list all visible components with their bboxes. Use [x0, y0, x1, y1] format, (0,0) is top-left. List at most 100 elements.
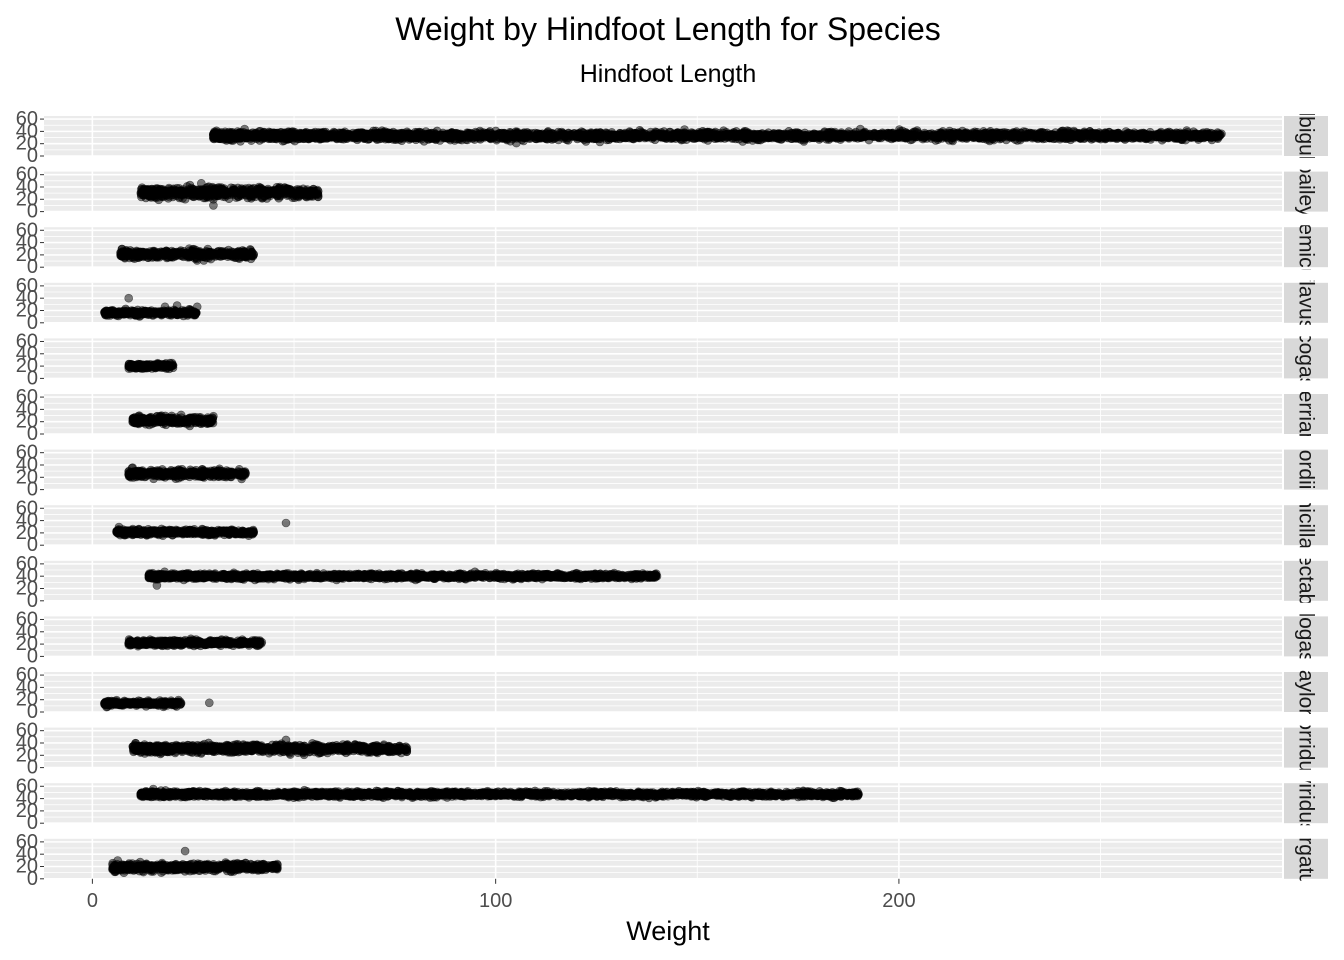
data-point	[461, 135, 471, 144]
data-point	[567, 132, 577, 141]
data-point	[478, 132, 488, 142]
data-point	[249, 250, 258, 259]
data-point	[240, 131, 249, 141]
data-point	[257, 186, 267, 196]
data-point	[116, 250, 125, 259]
data-point	[195, 188, 204, 198]
y-tick-label: 40	[16, 120, 38, 142]
data-point	[679, 130, 689, 139]
data-point	[715, 131, 725, 141]
data-point	[193, 250, 202, 259]
y-tick-label: 60	[16, 275, 38, 297]
data-point	[558, 129, 568, 138]
data-point	[261, 130, 271, 140]
data-point	[209, 130, 218, 140]
data-point	[1141, 129, 1150, 139]
data-point	[447, 128, 457, 137]
data-point	[157, 188, 166, 198]
data-point	[184, 244, 194, 253]
facet-points	[209, 124, 1226, 148]
data-point	[178, 187, 188, 196]
data-point	[807, 130, 817, 139]
data-point	[246, 194, 256, 203]
data-point	[955, 131, 965, 141]
data-point	[161, 246, 171, 256]
data-point	[232, 187, 241, 197]
data-point	[520, 131, 530, 141]
data-point	[707, 130, 716, 139]
data-point	[990, 130, 999, 139]
data-point	[1090, 130, 1099, 140]
data-point	[788, 129, 798, 138]
facet-strip-label: baileyi	[1295, 162, 1318, 222]
data-point	[637, 131, 646, 141]
data-point	[1009, 130, 1019, 140]
data-point	[217, 248, 227, 258]
data-point	[219, 190, 229, 199]
data-point	[1111, 130, 1120, 139]
data-point	[781, 130, 790, 139]
data-point	[841, 132, 851, 142]
facet-strip	[1284, 116, 1328, 156]
data-point	[867, 131, 877, 141]
data-point	[860, 130, 870, 139]
data-point	[829, 132, 839, 142]
data-point	[595, 132, 605, 141]
facet-strip-label: flavus	[1295, 275, 1318, 330]
data-point	[603, 132, 612, 141]
data-point	[531, 134, 541, 144]
data-point	[659, 127, 669, 136]
data-point	[1188, 133, 1198, 142]
data-point	[920, 133, 929, 142]
data-point	[1182, 126, 1191, 135]
facet-strip-label: albigula	[1295, 100, 1318, 173]
data-point	[1051, 134, 1060, 143]
data-point	[1156, 127, 1166, 137]
y-tick-label: 60	[16, 108, 38, 130]
data-point	[543, 127, 553, 136]
data-point	[135, 250, 145, 259]
data-point	[763, 131, 772, 140]
y-tick-label: 20	[16, 133, 38, 155]
data-point	[970, 129, 980, 138]
data-point	[306, 131, 316, 141]
facet-strip-label: eremicus	[1295, 205, 1318, 290]
data-point	[283, 190, 293, 199]
data-point	[1217, 129, 1226, 139]
data-point	[208, 182, 217, 192]
chart-title: Weight by Hindfoot Length for Species	[395, 11, 941, 47]
data-point	[729, 131, 739, 140]
data-point	[391, 130, 401, 139]
data-point	[209, 201, 218, 210]
data-point	[612, 134, 621, 144]
data-point	[629, 134, 638, 144]
data-point	[691, 131, 701, 140]
data-point	[233, 249, 242, 258]
data-point	[426, 129, 435, 138]
data-point	[321, 129, 331, 139]
data-point	[249, 183, 258, 193]
data-point	[756, 135, 765, 145]
data-point	[289, 131, 299, 140]
data-point	[197, 179, 206, 188]
data-point	[471, 127, 480, 137]
chart-subtitle: Hindfoot Length	[580, 60, 757, 88]
data-point	[330, 129, 339, 138]
data-point	[272, 183, 282, 192]
data-point	[300, 188, 309, 197]
data-point	[221, 129, 230, 138]
data-point	[510, 132, 520, 142]
data-point	[359, 133, 369, 142]
data-point	[1130, 131, 1140, 140]
data-point	[938, 127, 948, 136]
data-point	[410, 127, 420, 137]
data-point	[1067, 129, 1077, 139]
y-tick-label: 60	[16, 219, 38, 241]
